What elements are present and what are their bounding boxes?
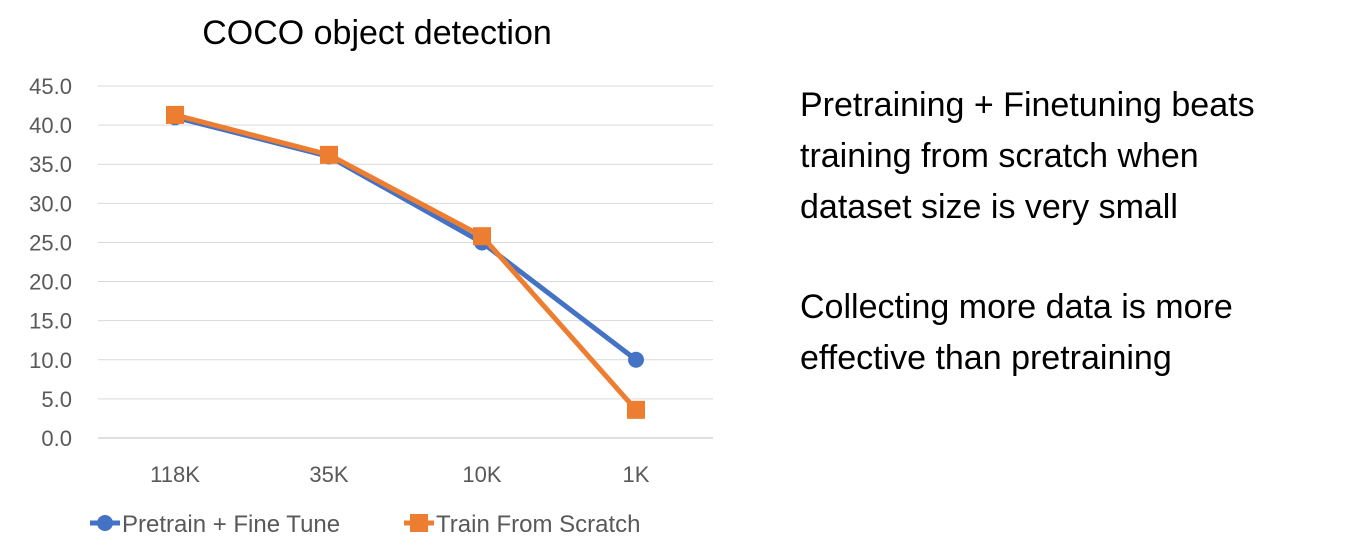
y-tick-label: 30.0 (29, 191, 72, 216)
gridlines (98, 85, 713, 439)
y-tick-label: 15.0 (29, 309, 72, 334)
y-tick-label: 20.0 (29, 270, 72, 295)
data-point (627, 400, 645, 419)
note-pretraining-beats: Pretraining + Finetuning beats training … (800, 80, 1345, 233)
legend-item: Train From Scratch (404, 511, 640, 538)
chart-title: COCO object detection (202, 14, 552, 52)
data-point (628, 351, 644, 368)
series-1 (167, 109, 644, 368)
note-line: Collecting more data is more (800, 288, 1233, 326)
x-tick-label: 1K (623, 462, 650, 487)
note-line: effective than pretraining (800, 339, 1172, 377)
data-point (473, 227, 491, 246)
x-tick-label: 35K (309, 462, 348, 487)
x-tick-label: 118K (150, 462, 200, 487)
y-tick-label: 25.0 (29, 230, 72, 255)
data-point (320, 145, 338, 164)
note-collecting-more-data: Collecting more data is more effective t… (800, 282, 1345, 384)
legend-swatch-marker (97, 515, 113, 531)
legend: Pretrain + Fine Tune Train From Scratch (90, 511, 640, 538)
series-line (172, 112, 639, 413)
note-line: dataset size is very small (800, 188, 1178, 226)
y-tick-label: 40.0 (29, 113, 72, 138)
series (166, 105, 645, 419)
legend-label: Train From Scratch (436, 511, 640, 538)
series-2 (166, 105, 645, 419)
y-tick-label: 5.0 (41, 387, 72, 412)
y-tick-label: 10.0 (29, 348, 72, 373)
legend-label: Pretrain + Fine Tune (122, 511, 340, 538)
note-line: Pretraining + Finetuning beats (800, 86, 1255, 124)
series-line (172, 114, 639, 363)
y-tick-label: 45.0 (29, 74, 72, 99)
legend-swatch-marker (410, 514, 428, 532)
legend-item: Pretrain + Fine Tune (90, 511, 340, 538)
y-tick-label: 35.0 (29, 152, 72, 177)
y-tick-label: 0.0 (41, 426, 72, 451)
y-axis-ticks: 0.0 5.0 10.0 15.0 20.0 25.0 30.0 35.0 40.0 45.0 (29, 74, 72, 451)
data-point (166, 105, 184, 124)
x-tick-label: 10K (462, 462, 501, 487)
x-axis-ticks: 118K 35K 10K 1K (150, 462, 650, 487)
note-line: training from scratch when (800, 137, 1199, 175)
line-chart: COCO object detection 0.0 5.0 10.0 15.0 20.0… (29, 14, 713, 538)
